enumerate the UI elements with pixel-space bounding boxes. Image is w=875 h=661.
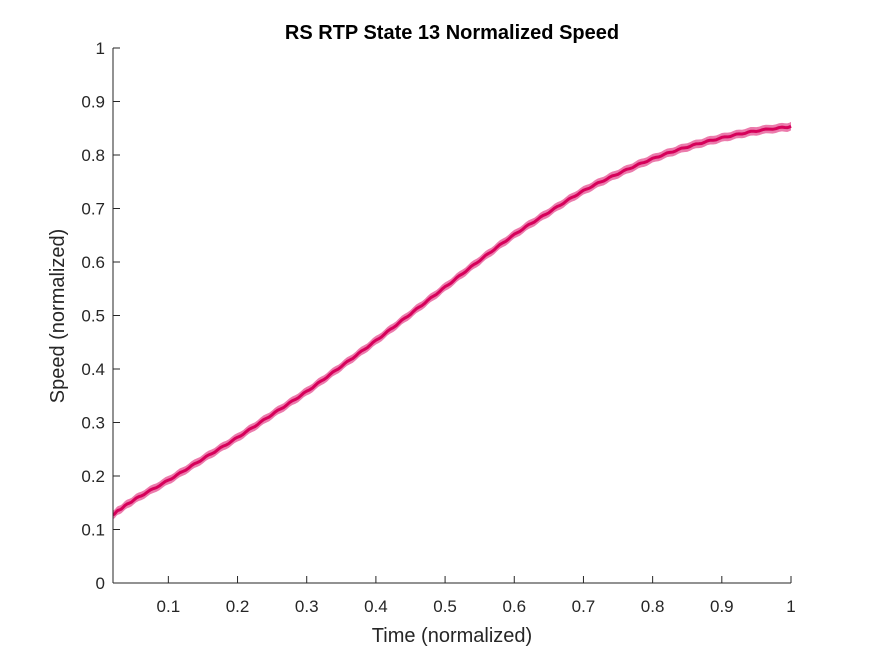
series-line — [112, 124, 792, 517]
y-tick-label: 0.7 — [81, 200, 105, 219]
x-tick-label: 0.7 — [572, 597, 596, 616]
x-tick-label: 0.8 — [641, 597, 665, 616]
chart-title: RS RTP State 13 Normalized Speed — [285, 22, 619, 44]
x-tick-label: 0.4 — [364, 597, 388, 616]
y-tick-label: 0.5 — [81, 307, 105, 326]
x-axis-label: Time (normalized) — [372, 625, 532, 647]
y-axis: 0 0.1 0.2 0.3 0.4 0.5 0.6 0.7 0.8 0.9 1 — [81, 39, 120, 593]
plot-area — [112, 121, 792, 519]
x-tick-label: 0.3 — [295, 597, 319, 616]
y-tick-label: 0.4 — [81, 360, 105, 379]
y-tick-label: 0.2 — [81, 467, 105, 486]
y-tick-label: 0.9 — [81, 93, 105, 112]
y-tick-label: 0.8 — [81, 146, 105, 165]
x-tick-label: 1 — [786, 597, 795, 616]
y-tick-label: 1 — [96, 39, 105, 58]
x-tick-label: 0.2 — [226, 597, 250, 616]
x-axis: 0.1 0.2 0.3 0.4 0.5 0.6 0.7 0.8 0.9 1 — [113, 576, 796, 616]
series-confidence-band — [113, 121, 791, 519]
x-tick-label: 0.1 — [157, 597, 181, 616]
y-axis-label: Speed (normalized) — [47, 229, 69, 404]
x-tick-label: 0.6 — [502, 597, 526, 616]
y-tick-label: 0.1 — [81, 521, 105, 540]
x-tick-label: 0.9 — [710, 597, 734, 616]
y-tick-label: 0.3 — [81, 414, 105, 433]
y-tick-label: 0 — [96, 574, 105, 593]
y-tick-label: 0.6 — [81, 253, 105, 272]
x-tick-label: 0.5 — [433, 597, 457, 616]
